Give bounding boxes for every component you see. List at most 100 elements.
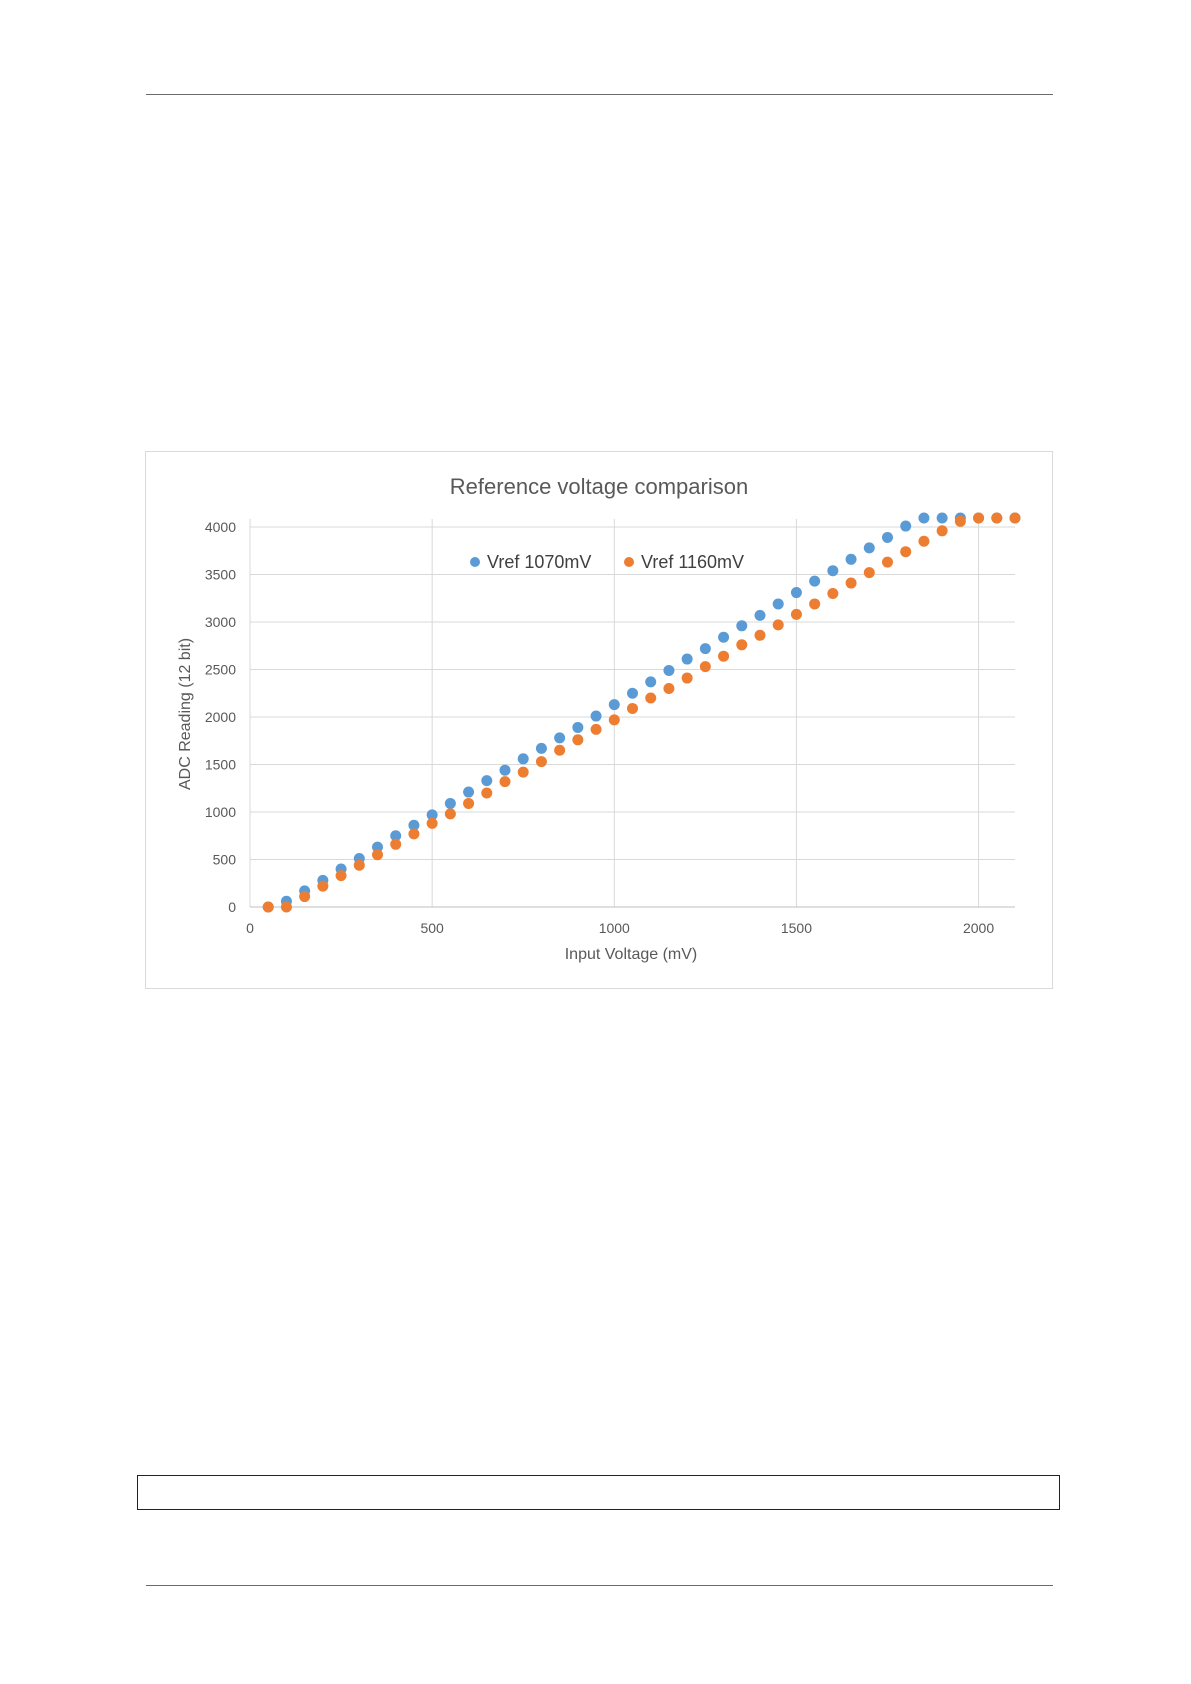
y-tick-label: 2500 bbox=[205, 662, 236, 678]
legend: Vref 1070mV Vref 1160mV bbox=[470, 552, 744, 572]
data-point-series-1 bbox=[517, 766, 529, 778]
data-point-series-1 bbox=[335, 870, 347, 882]
y-tick-label: 500 bbox=[213, 852, 237, 868]
data-point-series-0 bbox=[572, 721, 584, 733]
axes: 0 500 1000 1500 2000 2500 3000 3500 4000 0 500 1000… bbox=[205, 519, 1015, 936]
y-tick-label: 3000 bbox=[205, 614, 236, 630]
legend-marker-vref-1160 bbox=[624, 557, 634, 567]
data-point-series-0 bbox=[936, 512, 948, 524]
data-point-series-0 bbox=[845, 553, 857, 565]
x-tick-label: 0 bbox=[246, 920, 254, 936]
header-rule bbox=[146, 94, 1053, 95]
data-point-series-1 bbox=[699, 661, 711, 673]
data-point-series-0 bbox=[444, 797, 456, 809]
data-point-series-1 bbox=[390, 838, 402, 850]
data-point-series-1 bbox=[991, 512, 1003, 524]
data-point-series-0 bbox=[517, 753, 529, 765]
data-point-series-0 bbox=[681, 653, 693, 665]
data-point-series-1 bbox=[754, 629, 766, 641]
x-tick-label: 500 bbox=[420, 920, 444, 936]
x-tick-label: 1500 bbox=[781, 920, 812, 936]
gridlines bbox=[249, 519, 1015, 907]
data-point-series-1 bbox=[280, 901, 292, 913]
data-point-series-1 bbox=[663, 683, 675, 694]
data-point-series-1 bbox=[262, 901, 274, 913]
x-axis-title: Input Voltage (mV) bbox=[565, 946, 698, 963]
data-point-series-1 bbox=[444, 808, 456, 820]
data-point-series-1 bbox=[718, 650, 730, 662]
x-tick-label: 2000 bbox=[963, 920, 994, 936]
data-point-series-0 bbox=[827, 565, 839, 577]
data-point-series-0 bbox=[900, 520, 912, 532]
data-point-series-0 bbox=[372, 841, 383, 853]
data-point-series-1 bbox=[790, 608, 802, 620]
data-point-series-1 bbox=[317, 880, 329, 892]
footer-caption-box bbox=[137, 1475, 1060, 1510]
legend-marker-vref-1070 bbox=[470, 557, 480, 567]
data-point-series-1 bbox=[827, 588, 839, 599]
data-point-series-1 bbox=[372, 849, 383, 861]
data-point-series-1 bbox=[918, 535, 930, 547]
chart-title: Reference voltage comparison bbox=[450, 474, 748, 499]
data-point-series-1 bbox=[1009, 512, 1021, 524]
y-axis-title: ADC Reading (12 bit) bbox=[177, 638, 194, 790]
data-point-series-1 bbox=[481, 787, 493, 799]
data-point-series-0 bbox=[645, 676, 657, 688]
data-point-series-1 bbox=[954, 515, 966, 527]
data-point-series-1 bbox=[353, 859, 365, 871]
data-point-series-1 bbox=[882, 556, 893, 568]
y-tick-label: 1500 bbox=[205, 757, 236, 773]
data-point-series-1 bbox=[845, 577, 857, 589]
data-point-series-0 bbox=[718, 631, 730, 643]
data-point-series-0 bbox=[390, 830, 402, 842]
scatter-chart: 0 500 1000 1500 2000 2500 3000 3500 4000 0 500 1000… bbox=[177, 474, 1021, 963]
data-point-series-0 bbox=[463, 786, 475, 798]
data-points bbox=[262, 512, 1021, 913]
data-point-series-0 bbox=[627, 687, 638, 699]
data-point-series-1 bbox=[554, 744, 566, 756]
data-point-series-0 bbox=[663, 664, 675, 676]
data-point-series-0 bbox=[918, 512, 930, 524]
data-point-series-0 bbox=[535, 742, 547, 754]
data-point-series-0 bbox=[426, 809, 438, 821]
legend-label-vref-1160: Vref 1160mV bbox=[641, 552, 744, 572]
data-point-series-1 bbox=[463, 797, 475, 809]
data-point-series-0 bbox=[882, 531, 893, 543]
data-point-series-0 bbox=[736, 620, 748, 632]
data-point-series-0 bbox=[699, 643, 711, 655]
data-point-series-1 bbox=[608, 714, 620, 726]
data-point-series-1 bbox=[772, 619, 784, 631]
data-point-series-1 bbox=[736, 639, 748, 651]
data-point-series-0 bbox=[809, 575, 821, 587]
data-point-series-0 bbox=[790, 587, 802, 599]
data-point-series-1 bbox=[681, 672, 693, 684]
data-point-series-1 bbox=[426, 817, 438, 829]
y-tick-label: 4000 bbox=[205, 519, 236, 535]
data-point-series-1 bbox=[900, 546, 912, 558]
legend-label-vref-1070: Vref 1070mV bbox=[487, 552, 591, 572]
data-point-series-1 bbox=[645, 692, 657, 704]
y-tick-label: 2000 bbox=[205, 709, 236, 725]
data-point-series-1 bbox=[572, 734, 584, 746]
data-point-series-0 bbox=[499, 764, 511, 776]
data-point-series-1 bbox=[535, 756, 547, 768]
data-point-series-0 bbox=[863, 542, 875, 554]
y-tick-label: 0 bbox=[228, 899, 236, 915]
data-point-series-1 bbox=[809, 598, 821, 610]
data-point-series-1 bbox=[499, 776, 511, 788]
chart-area: 0 500 1000 1500 2000 2500 3000 3500 4000 0 500 1000… bbox=[145, 451, 1053, 989]
data-point-series-0 bbox=[608, 699, 620, 711]
data-point-series-1 bbox=[408, 828, 420, 840]
footer-rule bbox=[146, 1585, 1053, 1586]
data-point-series-0 bbox=[590, 710, 602, 722]
data-point-series-0 bbox=[754, 609, 766, 621]
data-point-series-0 bbox=[554, 732, 566, 744]
data-point-series-0 bbox=[481, 775, 493, 787]
data-point-series-0 bbox=[772, 598, 784, 610]
y-tick-label: 1000 bbox=[205, 804, 236, 820]
y-tick-label: 3500 bbox=[205, 567, 236, 583]
data-point-series-0 bbox=[408, 819, 420, 831]
x-tick-label: 1000 bbox=[599, 920, 630, 936]
data-point-series-1 bbox=[863, 567, 875, 579]
data-point-series-1 bbox=[627, 702, 638, 714]
